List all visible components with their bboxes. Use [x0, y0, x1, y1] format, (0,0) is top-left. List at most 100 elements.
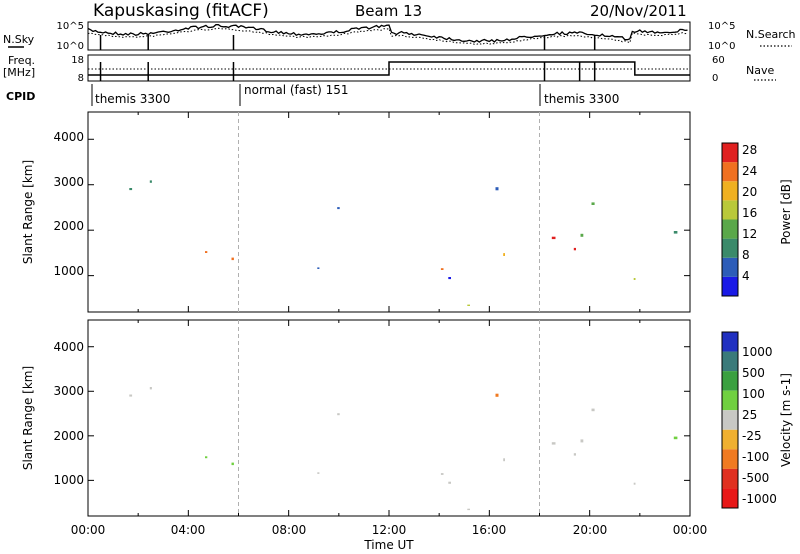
velocity-echo-cell — [448, 481, 451, 484]
power-echo-cell — [591, 202, 595, 205]
noise-right-label: N.Search — [746, 28, 796, 41]
velocity-colorbar-swatch-7 — [722, 468, 738, 489]
power-echo-cell — [673, 231, 678, 234]
freq-left-label: Freq. — [8, 54, 35, 67]
power-colorbar-swatch-2 — [722, 238, 738, 258]
velocity-echo-cell — [129, 394, 133, 397]
power-echo-cell — [467, 304, 470, 306]
sky-noise-line — [87, 23, 688, 43]
noise-panel: N.Sky 10^5 10^0 10^5 10^0 N.Search — [3, 21, 796, 52]
power-echo-cell — [580, 233, 584, 237]
velocity-ylabel: Slant Range [km] — [21, 366, 35, 470]
xlabel: Time UT — [363, 538, 414, 552]
power-echo-cell — [205, 251, 208, 253]
power-ytick-3000: 3000 — [53, 175, 84, 189]
noise-right-tick-bottom: 10^0 — [708, 41, 735, 52]
velocity-echo-cell — [633, 482, 636, 485]
velocity-colorbar-swatch-8 — [722, 488, 738, 508]
power-scatter-field — [129, 180, 678, 306]
freq-right-label: Nave — [746, 64, 774, 77]
cpid-label: CPID — [6, 90, 35, 103]
cpid-segment-2: themis 3300 — [544, 92, 619, 106]
power-ytick-1000: 1000 — [53, 264, 84, 278]
velocity-colorbar-tick-500: 500 — [742, 366, 765, 380]
noise-panel-frame — [87, 21, 691, 51]
power-colorbar-swatch-6 — [722, 162, 738, 182]
velocity-colorbar-swatch-3 — [722, 390, 738, 411]
power-panel: Slant Range [km] 1000 2000 3000 4000 4 8… — [21, 111, 793, 313]
power-colorbar — [721, 142, 739, 297]
velocity-colorbar-swatch-1 — [722, 351, 738, 372]
noise-traces — [87, 23, 688, 50]
xtick-04: 04:00 — [171, 523, 206, 537]
velocity-colorbar-tick-minus100: -100 — [742, 450, 769, 464]
velocity-ytick-4000: 4000 — [53, 340, 84, 354]
cpid-segment-1: normal (fast) 151 — [244, 83, 348, 97]
velocity-colorbar — [721, 331, 739, 509]
station-title: Kapuskasing (fitACF) — [93, 1, 269, 21]
power-ytick-2000: 2000 — [53, 219, 84, 233]
cpid-row: CPID themis 3300 normal (fast) 151 themi… — [6, 83, 619, 106]
power-echo-cell — [573, 247, 576, 251]
xtick-08: 08:00 — [272, 523, 307, 537]
power-colorbar-frame — [721, 142, 739, 297]
velocity-colorbar-swatch-5 — [722, 429, 738, 450]
velocity-panel-background — [88, 320, 690, 516]
power-colorbar-swatch-0 — [722, 276, 738, 296]
velocity-colorbar-tick-100: 100 — [742, 387, 765, 401]
cpid-segment-0: themis 3300 — [95, 92, 170, 106]
velocity-colorbar-swatch-2 — [722, 371, 738, 391]
velocity-colorbar-label: Velocity [m s-1] — [779, 373, 793, 467]
velocity-ytick-1000: 1000 — [53, 473, 84, 487]
velocity-colorbar-tick-minus500: -500 — [742, 471, 769, 485]
velocity-axis-ticks — [87, 320, 691, 516]
power-colorbar-swatch-4 — [722, 200, 738, 220]
velocity-colorbar-tick-25: 25 — [742, 408, 757, 422]
power-panel-background — [88, 112, 690, 312]
power-axis-ticks — [87, 112, 691, 312]
velocity-echo-cell — [205, 456, 208, 459]
frequency-line — [88, 61, 690, 76]
xtick-20: 20:00 — [573, 523, 608, 537]
power-echo-cell — [551, 236, 556, 240]
noise-left-label: N.Sky — [3, 33, 35, 46]
velocity-echo-cell — [231, 462, 234, 466]
power-ytick-4000: 4000 — [53, 130, 84, 144]
power-colorbar-label: Power [dB] — [779, 179, 793, 244]
frequency-traces — [88, 61, 690, 81]
freq-right-tick-bottom: 0 — [712, 73, 718, 84]
power-echo-cell — [440, 268, 444, 270]
velocity-colorbar-tick-minus1000: -1000 — [742, 492, 777, 506]
power-colorbar-tick-4: 4 — [742, 269, 750, 283]
velocity-colorbar-swatch-4 — [722, 410, 738, 430]
power-colorbar-tick-28: 28 — [742, 143, 757, 157]
velocity-scatter-field — [129, 387, 678, 511]
beam-title: Beam 13 — [355, 2, 422, 20]
power-colorbar-swatch-5 — [722, 181, 738, 201]
xtick-12: 12:00 — [372, 523, 407, 537]
velocity-echo-cell — [149, 387, 152, 390]
noise-left-tick-top: 10^5 — [57, 21, 84, 32]
noise-left-tick-bottom: 10^0 — [57, 41, 84, 52]
power-colorbar-tick-24: 24 — [742, 164, 757, 178]
search-noise-line — [87, 27, 688, 46]
velocity-echo-cell — [551, 442, 556, 445]
velocity-echo-cell — [440, 473, 444, 475]
power-colorbar-tick-8: 8 — [742, 248, 750, 262]
power-echo-cell — [495, 187, 499, 191]
power-echo-cell — [149, 180, 152, 183]
velocity-echo-cell — [580, 439, 584, 443]
power-colorbar-swatch-3 — [722, 219, 738, 239]
power-echo-cell — [231, 257, 234, 261]
freq-right-tick-top: 60 — [712, 55, 725, 66]
velocity-echo-cell — [467, 508, 470, 511]
frequency-panel-frame — [87, 54, 691, 82]
velocity-ytick-3000: 3000 — [53, 384, 84, 398]
velocity-panel: Slant Range [km] 1000 2000 3000 4000 100… — [21, 319, 793, 552]
power-echo-cell — [129, 188, 133, 191]
power-echo-cell — [503, 253, 505, 256]
xtick-00: 00:00 — [71, 523, 106, 537]
freq-left-unit: [MHz] — [3, 66, 35, 79]
velocity-colorbar-swatch-0 — [722, 332, 738, 352]
